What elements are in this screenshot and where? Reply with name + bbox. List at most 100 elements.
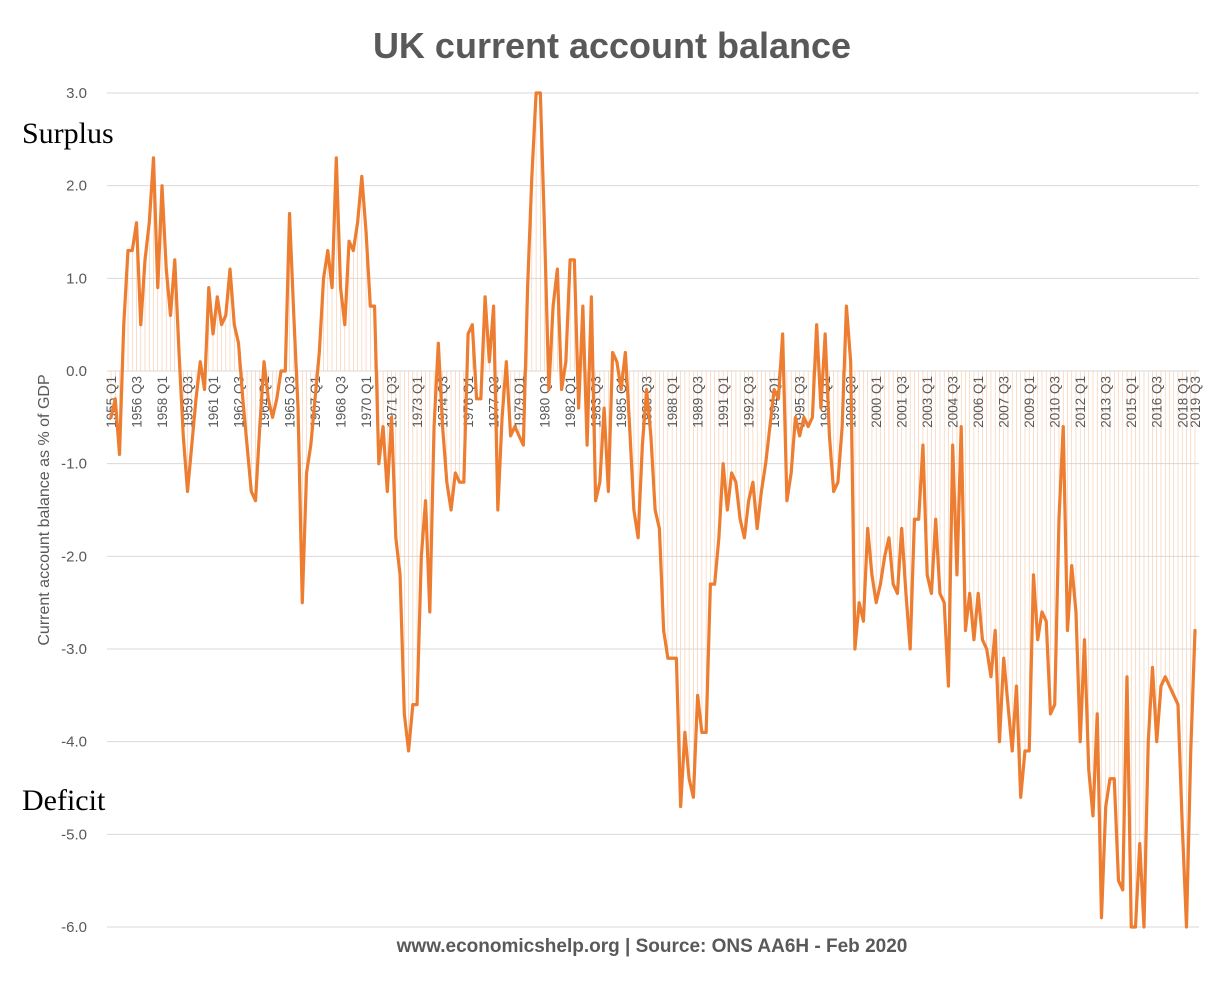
data-point <box>836 481 840 484</box>
data-point <box>662 629 665 632</box>
x-tick-label: 2004 Q3 <box>946 376 961 428</box>
data-point <box>1087 768 1090 771</box>
data-point <box>704 731 708 734</box>
data-point <box>1168 684 1171 688</box>
data-point <box>951 443 954 447</box>
data-point <box>1028 749 1031 753</box>
data-point <box>1121 888 1124 892</box>
data-point <box>645 388 648 391</box>
data-point <box>496 508 500 512</box>
data-point <box>696 694 699 697</box>
x-tick-label: 1970 Q1 <box>359 376 374 428</box>
data-point <box>768 425 772 428</box>
data-point <box>581 304 585 308</box>
data-point <box>904 592 908 595</box>
data-point <box>237 342 240 345</box>
data-point <box>977 592 980 595</box>
data-point <box>1045 620 1048 623</box>
x-tick-label: 2003 Q1 <box>920 376 935 428</box>
data-point <box>590 295 593 299</box>
surplus-annotation: Surplus <box>22 117 114 150</box>
data-point <box>1189 749 1192 753</box>
data-point <box>994 629 997 632</box>
data-point <box>139 323 142 326</box>
data-point <box>1053 703 1056 706</box>
data-point <box>109 416 113 419</box>
data-point <box>126 249 130 252</box>
data-point <box>721 462 725 465</box>
data-point <box>679 805 682 808</box>
x-tick-label: 2019 Q3 <box>1188 376 1203 428</box>
data-point <box>160 184 164 187</box>
data-point <box>568 258 572 261</box>
x-tick-label: 2018 Q1 <box>1175 376 1190 428</box>
data-point <box>709 582 712 586</box>
data-point <box>262 360 266 363</box>
x-tick-label: 2013 Q3 <box>1099 376 1114 428</box>
data-point <box>1185 925 1188 929</box>
data-point <box>1100 916 1103 919</box>
data-point <box>853 647 857 651</box>
data-point <box>785 499 789 502</box>
y-tick-label: 3.0 <box>66 85 87 102</box>
data-point <box>148 221 151 224</box>
data-point <box>1023 749 1027 753</box>
data-point <box>394 536 398 539</box>
data-point <box>577 406 580 410</box>
data-point <box>454 471 457 475</box>
data-point <box>182 434 185 438</box>
data-point <box>114 397 117 400</box>
data-point <box>641 443 644 447</box>
x-tick-label: 2009 Q1 <box>1022 376 1037 428</box>
data-point <box>594 499 597 502</box>
data-point <box>819 406 823 410</box>
data-point <box>730 471 733 475</box>
data-point <box>373 304 376 308</box>
y-tick-label: -6.0 <box>61 919 87 936</box>
data-point <box>862 620 865 623</box>
data-point <box>917 518 920 521</box>
data-point <box>683 731 687 734</box>
data-point <box>1193 629 1197 632</box>
data-point <box>245 443 249 447</box>
x-tick-label: 1982 Q1 <box>563 376 578 428</box>
x-tick-label: 2012 Q1 <box>1073 376 1088 428</box>
data-point <box>764 462 767 465</box>
data-point <box>815 323 818 326</box>
data-point <box>1159 684 1163 688</box>
data-point <box>670 657 674 660</box>
data-point <box>122 323 125 326</box>
data-point <box>1011 749 1014 753</box>
data-point <box>513 425 517 428</box>
source-footer: www.economicshelp.org | Source: ONS AA6H… <box>396 936 908 957</box>
data-point <box>908 647 912 651</box>
data-point <box>1091 814 1095 817</box>
data-point <box>1049 712 1052 716</box>
data-point <box>318 351 321 354</box>
data-point <box>607 490 610 493</box>
data-point <box>1070 564 1073 567</box>
data-point <box>896 592 899 595</box>
y-tick-label: 0.0 <box>66 363 87 380</box>
data-point <box>857 601 861 604</box>
data-point <box>602 406 606 410</box>
data-point <box>734 481 738 484</box>
data-point <box>135 221 138 224</box>
data-point <box>186 490 189 493</box>
data-point <box>517 434 521 438</box>
data-point <box>628 425 631 428</box>
data-point <box>658 527 661 530</box>
data-point <box>488 360 491 363</box>
data-point <box>1113 777 1116 780</box>
data-point <box>466 332 470 336</box>
data-point <box>891 582 895 586</box>
data-point <box>755 527 759 530</box>
data-point <box>424 499 427 502</box>
data-point <box>700 731 704 734</box>
data-point <box>781 332 784 336</box>
data-point <box>539 91 542 95</box>
data-point <box>165 267 168 271</box>
data-point <box>1104 805 1107 808</box>
data-point <box>322 277 325 280</box>
data-point <box>619 388 623 391</box>
